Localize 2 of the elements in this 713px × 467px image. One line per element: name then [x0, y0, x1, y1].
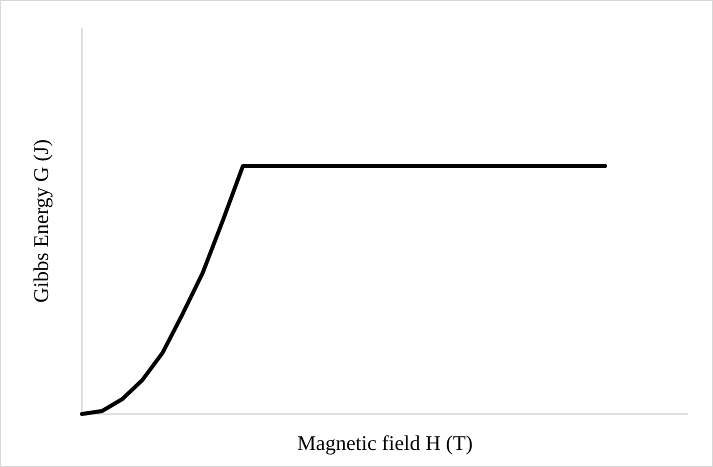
x-axis-title: Magnetic field H (T): [297, 431, 473, 455]
y-axis-title: Gibbs Energy G (J): [29, 139, 53, 303]
